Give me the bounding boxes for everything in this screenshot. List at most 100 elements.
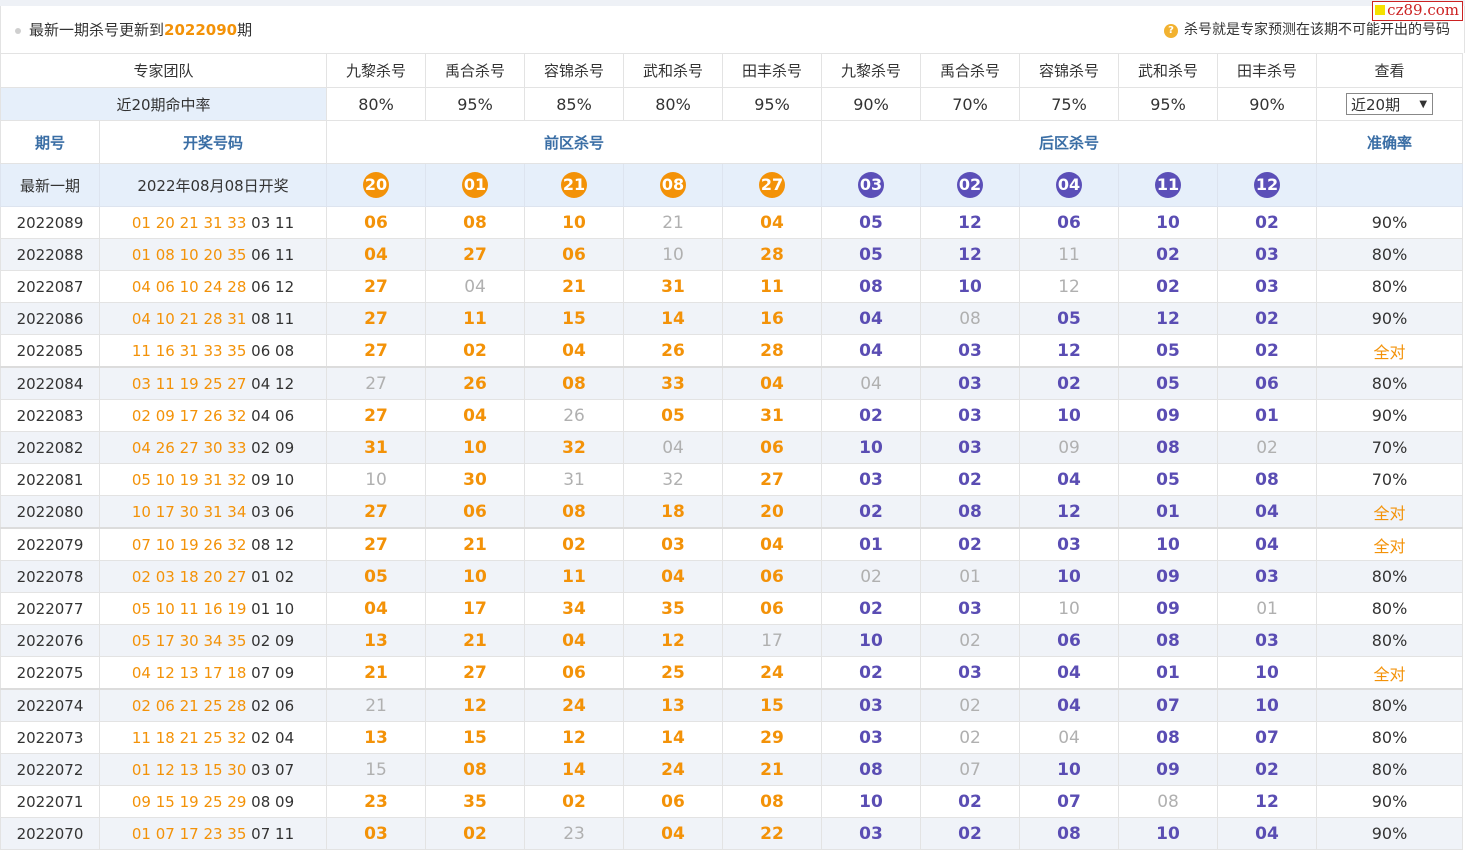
back-kill-number: 08	[1118, 721, 1219, 754]
col-draw: 开奖号码	[98, 120, 328, 164]
accuracy-cell: 80%	[1316, 238, 1464, 271]
back-kill-number: 02	[1217, 206, 1318, 239]
back-kill-number: 08	[821, 270, 922, 303]
back-kill-number: 02	[821, 560, 922, 593]
table-row: 2022083 02 09 17 26 32 04 06 27 04 26 05 31 02 0…	[0, 399, 1464, 432]
period-cell: 2022072	[0, 753, 100, 786]
front-kill-cell: 01	[425, 163, 526, 207]
draw-cell: 05 10 19 31 32 09 10	[98, 463, 328, 496]
front-kill-number: 27	[326, 270, 427, 303]
front-kill-number: 27	[326, 366, 427, 400]
back-kill-number: 03	[920, 592, 1021, 625]
period-select[interactable]: 近20期 ▼	[1346, 93, 1434, 115]
front-kill-number: 13	[326, 721, 427, 754]
expert-row: 专家团队 九黎杀号 禹合杀号 容锦杀号 武和杀号 田丰杀号 九黎杀号 禹合杀号 …	[0, 53, 1464, 88]
draw-back-numbers: 08 12	[251, 535, 295, 554]
expert-name: 田丰杀号	[1217, 53, 1318, 88]
front-kill-number: 27	[326, 527, 427, 561]
back-kill-number: 02	[920, 624, 1021, 657]
front-kill-number: 11	[425, 302, 526, 335]
back-kill-number: 05	[1118, 366, 1219, 400]
back-kill-number: 05	[821, 206, 922, 239]
draw-front-numbers: 07 10 19 26 32	[131, 535, 247, 554]
draw-front-numbers: 02 06 21 25 28	[131, 696, 247, 715]
draw-front-numbers: 01 07 17 23 35	[131, 824, 247, 843]
bullet-icon	[15, 28, 21, 34]
draw-back-numbers: 02 09	[251, 438, 295, 457]
back-kill-number: 01	[1217, 399, 1318, 432]
question-icon[interactable]: ?	[1164, 24, 1178, 38]
accuracy-cell: 全对	[1316, 656, 1464, 690]
back-kill-number: 02	[1019, 366, 1120, 400]
period-cell: 2022088	[0, 238, 100, 271]
front-kill-number: 08	[722, 785, 823, 818]
table-row: 2022075 04 12 13 17 18 07 09 21 27 06 25 24 02 0…	[0, 656, 1464, 690]
front-kill-number: 28	[722, 238, 823, 271]
draw-back-numbers: 07 11	[251, 824, 295, 843]
front-kill-number: 33	[623, 366, 724, 400]
accuracy-cell: 全对	[1316, 527, 1464, 561]
front-kill-number: 04	[623, 560, 724, 593]
back-kill-number: 03	[920, 399, 1021, 432]
back-kill-number: 10	[1118, 817, 1219, 850]
back-kill-number: 02	[1217, 431, 1318, 464]
back-kill-number: 12	[1217, 785, 1318, 818]
back-kill-number: 06	[1019, 206, 1120, 239]
back-kill-number: 03	[920, 656, 1021, 690]
back-kill-number: 08	[920, 495, 1021, 529]
back-kill-number: 02	[821, 656, 922, 690]
draw-back-numbers: 03 06	[251, 502, 295, 521]
back-kill-number: 01	[920, 560, 1021, 593]
draw-back-numbers: 07 09	[251, 663, 295, 682]
period-cell: 2022077	[0, 592, 100, 625]
front-kill-number: 15	[326, 753, 427, 786]
back-kill-number: 10	[920, 270, 1021, 303]
expert-name: 容锦杀号	[524, 53, 625, 88]
front-kill-number: 31	[722, 399, 823, 432]
draw-back-numbers: 02 06	[251, 696, 295, 715]
back-kill-number: 12	[1019, 495, 1120, 529]
back-kill-number: 02	[821, 592, 922, 625]
table-row: 2022077 05 10 11 16 19 01 10 04 17 34 35 06 02 0…	[0, 592, 1464, 625]
draw-back-numbers: 01 02	[251, 567, 295, 586]
accuracy-cell: 80%	[1316, 366, 1464, 400]
front-kill-number: 15	[722, 688, 823, 722]
draw-back-numbers: 04 06	[251, 406, 295, 425]
back-kill-number: 09	[1118, 592, 1219, 625]
draw-front-numbers: 01 12 13 15 30	[131, 760, 247, 779]
back-kill-number: 09	[1118, 560, 1219, 593]
hit-rate: 80%	[326, 87, 427, 121]
draw-front-numbers: 02 03 18 20 27	[131, 567, 247, 586]
draw-front-numbers: 04 10 21 28 31	[131, 309, 247, 328]
table-row: 2022081 05 10 19 31 32 09 10 10 30 31 32 27 03 0…	[0, 463, 1464, 496]
front-kill-number: 10	[425, 560, 526, 593]
front-kill-number: 04	[524, 624, 625, 657]
front-kill-number: 06	[326, 206, 427, 239]
expert-name: 九黎杀号	[821, 53, 922, 88]
back-kill-number: 07	[920, 753, 1021, 786]
draw-front-numbers: 01 08 10 20 35	[131, 245, 247, 264]
accuracy-cell: 90%	[1316, 206, 1464, 239]
draw-cell: 02 06 21 25 28 02 06	[98, 688, 328, 722]
back-kill-number: 01	[821, 527, 922, 561]
front-kill-number: 12	[425, 688, 526, 722]
front-kill-number: 34	[524, 592, 625, 625]
draw-cell: 04 12 13 17 18 07 09	[98, 656, 328, 690]
front-kill-number: 25	[623, 656, 724, 690]
front-kill-number: 26	[425, 366, 526, 400]
back-kill-number: 09	[1118, 399, 1219, 432]
draw-cell: 01 07 17 23 35 07 11	[98, 817, 328, 850]
draw-back-numbers: 02 09	[251, 631, 295, 650]
back-kill-number: 03	[1217, 270, 1318, 303]
period-cell: 2022078	[0, 560, 100, 593]
accuracy-cell: 70%	[1316, 431, 1464, 464]
front-kill-number: 31	[623, 270, 724, 303]
hit-rate: 70%	[920, 87, 1021, 121]
back-kill-number: 01	[1118, 656, 1219, 690]
front-kill-number: 02	[425, 334, 526, 368]
draw-back-numbers: 06 12	[251, 277, 295, 296]
period-cell: 2022080	[0, 495, 100, 529]
front-kill-number: 05	[623, 399, 724, 432]
draw-cell: 04 06 10 24 28 06 12	[98, 270, 328, 303]
back-kill-number: 08	[1019, 817, 1120, 850]
